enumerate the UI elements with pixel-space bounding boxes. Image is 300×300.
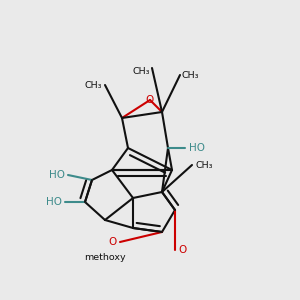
Text: O: O: [146, 95, 154, 105]
Text: methoxy: methoxy: [84, 254, 126, 262]
Text: CH₃: CH₃: [132, 67, 150, 76]
Text: O: O: [109, 237, 117, 247]
Text: HO: HO: [49, 170, 65, 180]
Text: HO: HO: [46, 197, 62, 207]
Text: CH₃: CH₃: [182, 70, 199, 80]
Text: CH₃: CH₃: [195, 160, 212, 169]
Text: CH₃: CH₃: [85, 80, 102, 89]
Text: HO: HO: [189, 143, 205, 153]
Text: O: O: [178, 245, 187, 255]
